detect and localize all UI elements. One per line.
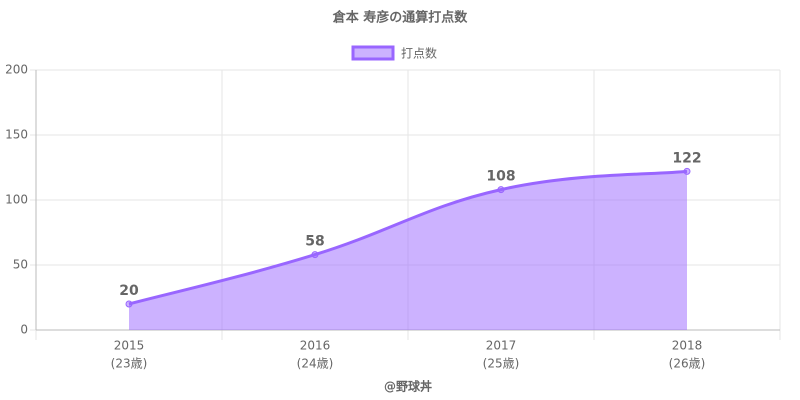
area-fill xyxy=(129,171,687,330)
y-tick-label: 50 xyxy=(13,258,28,272)
x-tick-sublabel: (26歳) xyxy=(669,357,706,371)
x-tick-label: 2017 xyxy=(486,339,517,353)
x-tick-sublabel: (24歳) xyxy=(297,357,334,371)
value-label: 58 xyxy=(305,234,324,250)
value-label: 20 xyxy=(119,283,139,299)
line xyxy=(128,169,688,306)
x-axis-label: @野球丼 xyxy=(384,379,432,394)
legend-label: 打点数 xyxy=(401,46,437,61)
x-tick-label: 2016 xyxy=(300,339,331,353)
value-label: 108 xyxy=(486,169,515,185)
legend-swatch xyxy=(351,45,395,61)
y-tick-label: 0 xyxy=(20,323,28,337)
x-tick-sublabel: (25歳) xyxy=(483,357,520,371)
point xyxy=(311,251,319,259)
x-tick-label: 2015 xyxy=(114,339,145,353)
y-tick-label: 100 xyxy=(5,193,28,207)
chart-title: 倉本 寿彦の通算打点数 xyxy=(332,10,469,26)
y-tick-label: 200 xyxy=(5,63,28,77)
point xyxy=(125,300,133,308)
point xyxy=(497,186,505,194)
y-tick-label: 150 xyxy=(5,128,28,142)
x-tick-label: 2018 xyxy=(672,339,703,353)
value-label: 122 xyxy=(672,150,701,166)
x-tick-sublabel: (23歳) xyxy=(111,357,148,371)
point xyxy=(683,167,691,175)
